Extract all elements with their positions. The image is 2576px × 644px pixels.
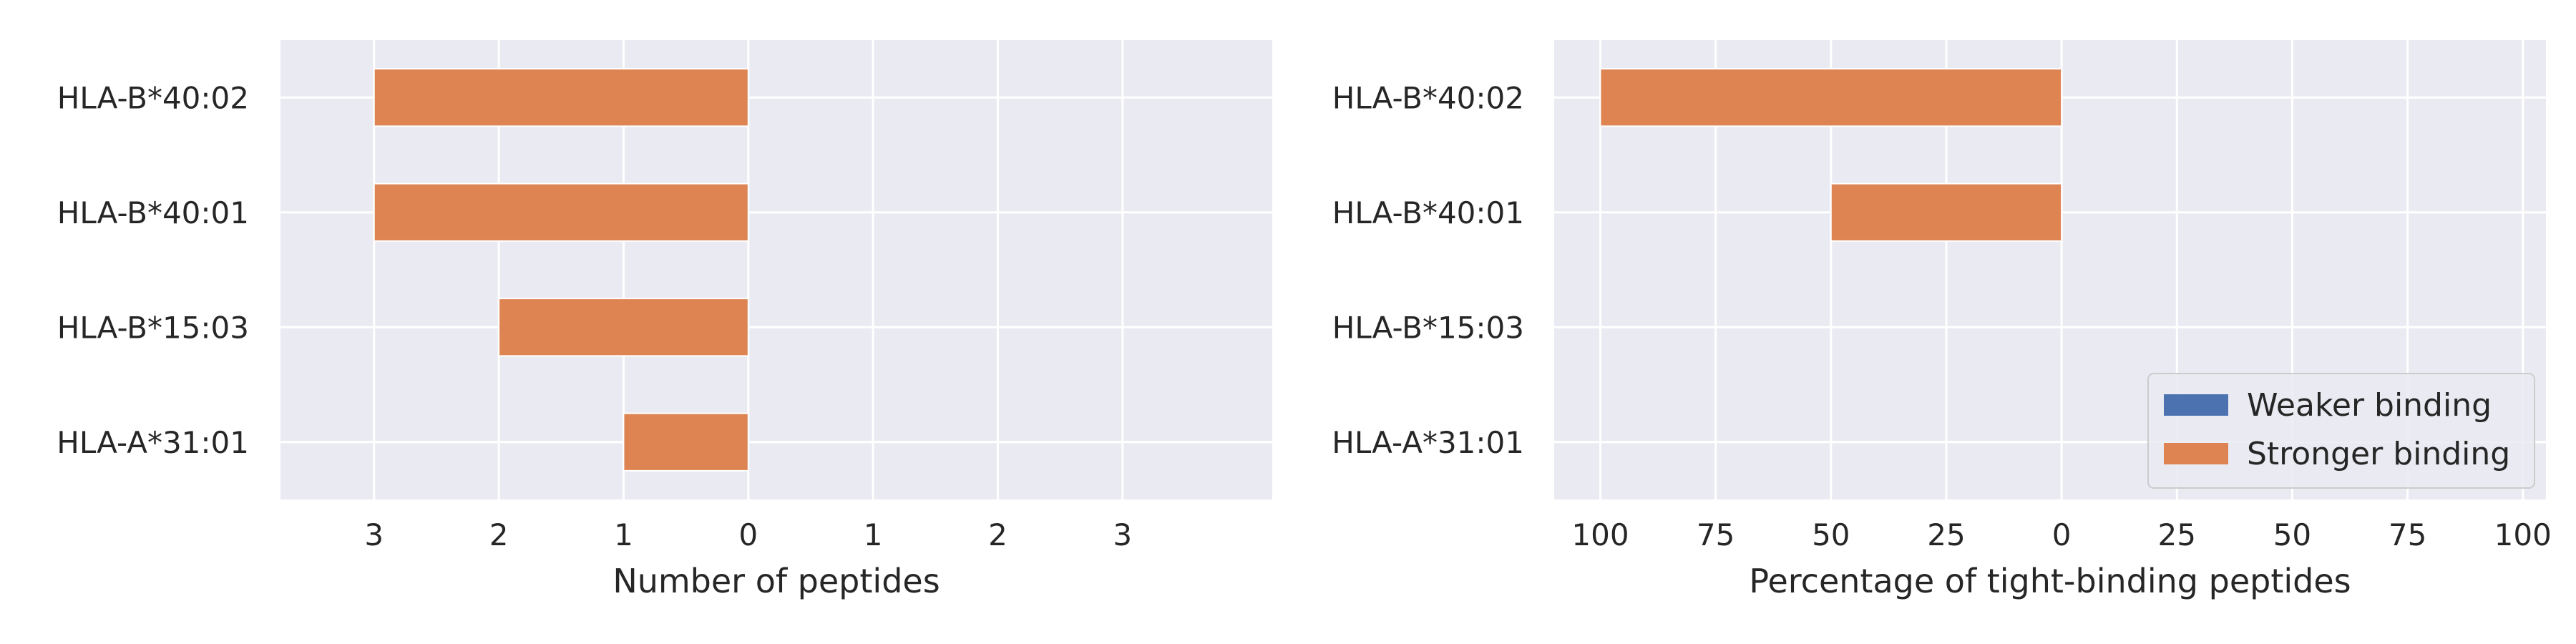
x-tick-label: 50 xyxy=(2273,517,2311,552)
x-tick-label: 3 xyxy=(1113,517,1132,552)
y-tick-label: HLA-A*31:01 xyxy=(1332,425,1524,460)
x-tick-label: 2 xyxy=(489,517,509,552)
x-tick-label: 100 xyxy=(1571,517,1629,552)
x-tick-label: 75 xyxy=(2389,517,2426,552)
x-tick-label: 25 xyxy=(2158,517,2196,552)
x-tick-label: 1 xyxy=(614,517,633,552)
x-tick-label: 100 xyxy=(2494,517,2552,552)
x-tick-label: 75 xyxy=(1697,517,1735,552)
x-tick-label: 0 xyxy=(738,517,758,552)
bar-stronger-binding-hla-b-15-03 xyxy=(498,298,749,357)
x-tick-label: 1 xyxy=(864,517,883,552)
x-axis-title: Percentage of tight-binding peptides xyxy=(1749,562,2351,600)
y-tick-label: HLA-B*40:01 xyxy=(57,195,249,230)
x-tick-label: 2 xyxy=(988,517,1008,552)
y-tick-label: HLA-B*15:03 xyxy=(1332,310,1524,345)
x-axis-title: Number of peptides xyxy=(613,562,940,600)
y-tick-label: HLA-B*40:02 xyxy=(57,80,249,115)
bar-stronger-binding-hla-b-40-01 xyxy=(1830,182,2063,242)
y-tick-label: HLA-B*15:03 xyxy=(57,310,249,345)
x-tick-label: 0 xyxy=(2052,517,2072,552)
right-panel: 100 75 50 25 0 25 50 75 100 HLA-A*31:01 HLA-B*15:0… xyxy=(1332,40,2552,600)
x-tick-label: 25 xyxy=(1927,517,1965,552)
bar-stronger-binding-hla-b-40-02 xyxy=(1599,68,2063,127)
y-tick-label: HLA-B*40:01 xyxy=(1332,195,1524,230)
legend-swatch-weaker-binding xyxy=(2164,394,2228,416)
legend-label-weaker-binding: Weaker binding xyxy=(2247,387,2492,424)
bar-stronger-binding-hla-a-31-01 xyxy=(623,412,749,472)
y-tick-label: HLA-A*31:01 xyxy=(57,425,249,460)
bar-stronger-binding-hla-b-40-01 xyxy=(373,182,749,242)
y-tick-label: HLA-B*40:02 xyxy=(1332,80,1524,115)
legend-box xyxy=(2147,373,2535,489)
bar-stronger-binding-hla-b-40-02 xyxy=(373,68,749,127)
x-tick-label: 3 xyxy=(364,517,384,552)
left-panel: 3 2 1 0 1 2 3 HLA-A*31:01 HLA-B*15:03 HLA-B*40:01… xyxy=(57,40,1272,600)
x-tick-label: 50 xyxy=(1812,517,1850,552)
legend-swatch-stronger-binding xyxy=(2164,443,2228,464)
legend-label-stronger-binding: Stronger binding xyxy=(2247,436,2510,472)
legend: Weaker binding Stronger binding xyxy=(2147,373,2535,489)
